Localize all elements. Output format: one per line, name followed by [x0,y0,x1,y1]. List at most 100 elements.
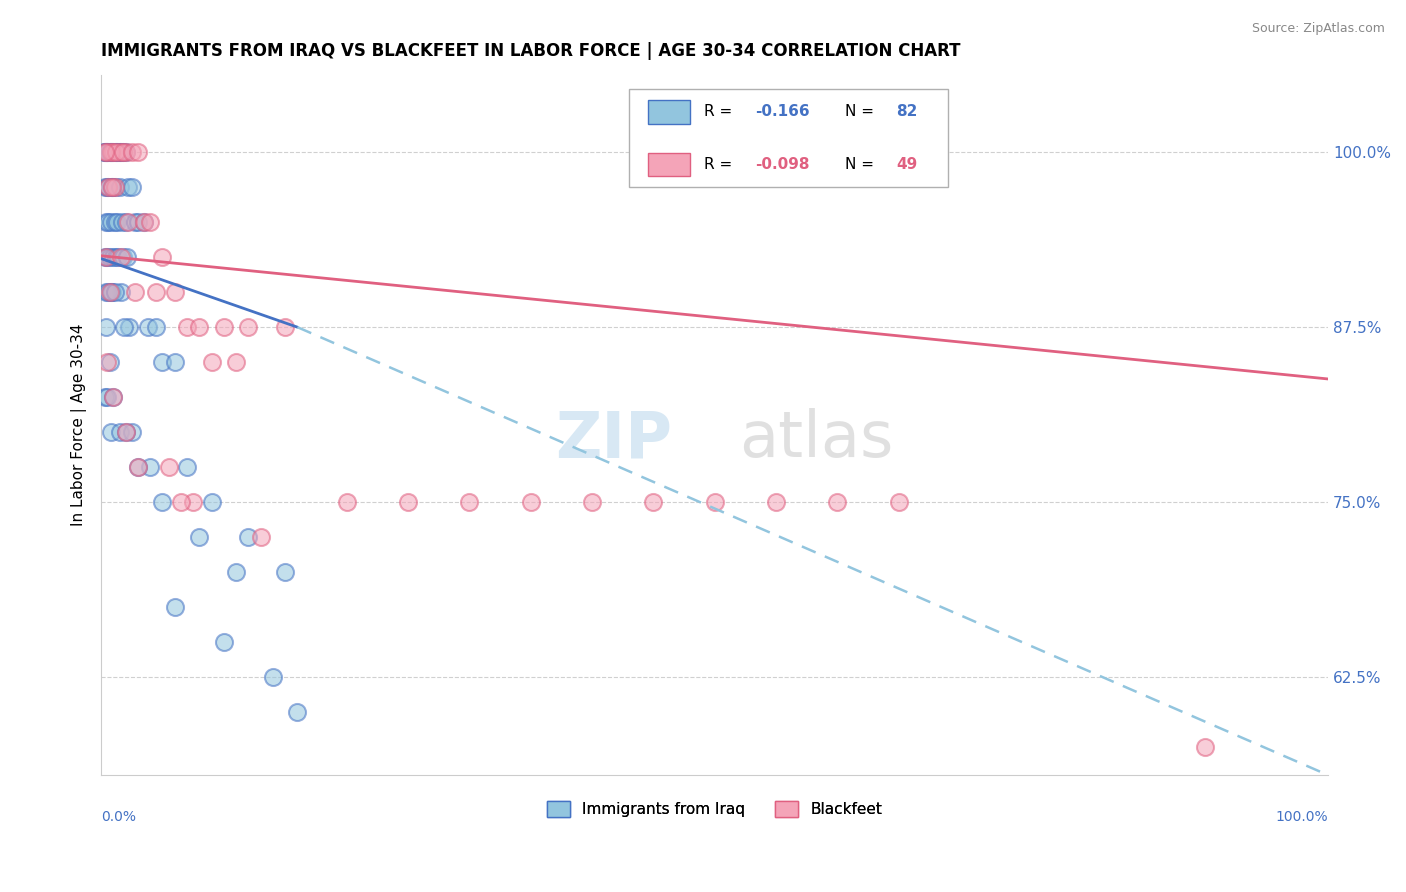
Point [114,425,136,439]
Point [107,145,129,160]
Point [110,250,132,264]
Point [124,285,146,300]
Point [101,285,124,300]
Point [152,495,174,509]
Point [97,180,120,194]
Point [249,530,271,544]
Point [98,145,121,160]
Point [238,320,260,334]
Point [112,145,135,160]
Point [458,495,481,509]
Point [238,530,260,544]
Point [121,425,143,439]
Point [94,180,117,194]
Point [132,215,155,229]
Point [98,285,121,300]
Point [103,390,125,404]
Point [127,460,149,475]
Point [136,320,159,334]
Text: 49: 49 [896,157,918,172]
Point [101,145,124,160]
Point [94,320,117,334]
Point [97,180,120,194]
Point [121,145,143,160]
Point [163,355,186,369]
Point [94,145,117,160]
Point [145,285,167,300]
Point [104,285,127,300]
Text: atlas: atlas [740,409,894,470]
Point [262,670,284,684]
Point [105,215,128,229]
Point [170,495,193,509]
Text: Source: ZipAtlas.com: Source: ZipAtlas.com [1251,22,1385,36]
Point [96,355,118,369]
Point [103,145,125,160]
Point [94,250,117,264]
Point [188,530,211,544]
Point [96,180,118,194]
Point [225,355,247,369]
Point [765,495,787,509]
Point [107,250,129,264]
Point [139,215,162,229]
Point [274,565,297,579]
Point [100,145,122,160]
Point [127,460,149,475]
Point [117,180,139,194]
Point [108,145,131,160]
Y-axis label: In Labor Force | Age 30-34: In Labor Force | Age 30-34 [72,324,87,526]
Point [176,460,198,475]
Point [152,355,174,369]
Point [117,215,139,229]
Point [643,495,665,509]
Point [200,355,222,369]
Text: N =: N = [845,157,879,172]
Point [96,145,118,160]
Point [108,145,131,160]
Point [114,215,136,229]
Text: 100.0%: 100.0% [1275,810,1329,824]
Point [93,145,115,160]
FancyBboxPatch shape [628,89,948,187]
Point [96,145,118,160]
Point [163,600,186,615]
Point [139,460,162,475]
Point [152,250,174,264]
Point [108,180,131,194]
Point [111,215,134,229]
Point [100,215,122,229]
Point [212,635,235,649]
Point [105,145,128,160]
Text: 82: 82 [896,104,918,120]
Point [101,180,124,194]
Point [396,495,419,509]
Point [104,145,127,160]
Point [127,215,149,229]
Point [114,425,136,439]
Point [98,355,121,369]
Text: -0.098: -0.098 [755,157,810,172]
Point [96,250,118,264]
Point [100,285,122,300]
Point [127,145,149,160]
Legend: Immigrants from Iraq, Blackfeet: Immigrants from Iraq, Blackfeet [541,796,889,823]
Point [100,425,122,439]
Point [110,285,132,300]
Point [115,250,138,264]
Point [114,145,136,160]
Point [104,250,127,264]
Point [104,145,127,160]
Point [103,180,125,194]
Point [94,145,117,160]
Point [94,250,117,264]
Point [145,320,167,334]
Point [94,285,117,300]
Text: -0.166: -0.166 [755,104,810,120]
Point [212,320,235,334]
Point [519,495,541,509]
Point [103,390,125,404]
Point [96,390,118,404]
Point [827,495,849,509]
Point [112,250,135,264]
